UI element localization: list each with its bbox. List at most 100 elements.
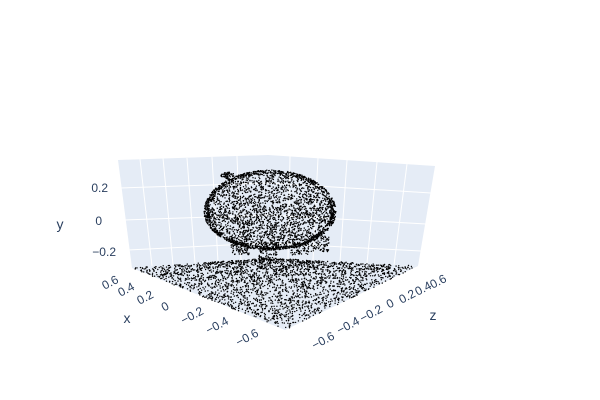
point <box>270 241 272 243</box>
point <box>174 273 177 275</box>
point <box>351 296 353 299</box>
point <box>258 270 261 273</box>
point <box>283 314 285 316</box>
point <box>258 232 261 234</box>
point <box>228 264 230 266</box>
point <box>198 285 200 287</box>
point <box>227 270 229 272</box>
point <box>215 279 217 281</box>
point <box>267 235 269 238</box>
point <box>282 181 284 184</box>
point <box>381 269 384 271</box>
point <box>207 284 210 286</box>
point <box>323 218 325 220</box>
point <box>372 263 374 265</box>
point <box>246 301 249 304</box>
point <box>247 291 249 293</box>
point <box>307 306 309 308</box>
point <box>380 264 383 267</box>
point <box>259 302 262 304</box>
point <box>236 198 238 200</box>
point <box>299 202 301 204</box>
point <box>300 200 302 202</box>
point <box>306 182 308 185</box>
point <box>315 208 317 210</box>
point <box>312 260 314 263</box>
point <box>154 267 157 269</box>
point <box>238 303 240 305</box>
point <box>271 280 273 282</box>
point <box>231 183 233 185</box>
point <box>312 223 314 225</box>
point <box>363 274 365 277</box>
point <box>246 191 249 193</box>
point <box>311 222 313 224</box>
point <box>278 291 280 293</box>
point <box>340 277 343 280</box>
point <box>253 183 256 185</box>
point <box>224 289 227 291</box>
point <box>305 209 307 212</box>
point <box>236 282 239 284</box>
point <box>373 270 376 272</box>
point <box>240 182 243 185</box>
point <box>281 282 283 284</box>
point <box>339 286 341 288</box>
point <box>186 263 188 265</box>
point <box>270 274 272 276</box>
point <box>230 274 233 276</box>
point <box>217 199 219 201</box>
point <box>320 285 322 287</box>
point <box>237 291 240 294</box>
point <box>300 227 302 230</box>
point <box>217 301 219 303</box>
point <box>216 198 218 200</box>
point <box>245 186 247 188</box>
point <box>282 273 285 275</box>
point <box>308 213 311 216</box>
point <box>303 317 306 320</box>
point <box>308 203 310 205</box>
point <box>237 196 239 198</box>
point <box>349 276 351 279</box>
point <box>298 195 300 198</box>
point <box>309 280 311 282</box>
point <box>239 233 241 235</box>
point <box>278 185 280 187</box>
point <box>203 262 205 265</box>
point <box>234 272 237 274</box>
point <box>235 270 237 272</box>
point <box>220 228 223 231</box>
point <box>302 300 304 302</box>
point <box>219 224 221 226</box>
point <box>281 322 284 324</box>
point <box>272 302 274 305</box>
point <box>228 265 231 268</box>
point <box>244 260 247 262</box>
point <box>168 276 170 278</box>
point <box>223 290 225 292</box>
point <box>299 229 301 231</box>
point <box>356 275 358 277</box>
point <box>309 272 311 274</box>
point <box>162 270 165 273</box>
point <box>310 266 312 269</box>
point <box>295 237 297 239</box>
point <box>362 263 364 265</box>
point <box>210 269 212 271</box>
point <box>243 302 246 304</box>
point <box>231 276 233 279</box>
point <box>207 294 210 296</box>
point <box>302 203 305 205</box>
point <box>289 209 291 211</box>
point <box>174 271 176 273</box>
point <box>314 293 317 295</box>
point <box>298 221 301 223</box>
point <box>211 214 213 216</box>
point <box>176 272 179 274</box>
point <box>212 267 215 270</box>
point <box>271 225 273 227</box>
point <box>235 219 237 221</box>
point <box>345 292 347 294</box>
point <box>308 284 310 287</box>
